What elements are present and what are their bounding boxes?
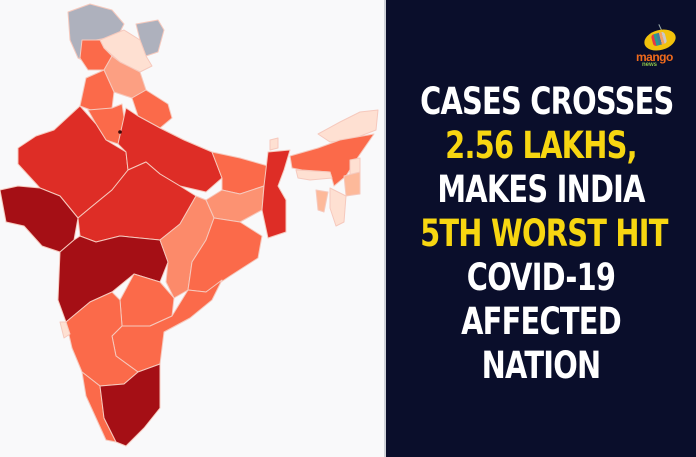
headline: CASES CROSSES 2.56 LAKHS, MAKES INDIA 5T… (386, 80, 696, 388)
headline-line-3: MAKES INDIA (437, 168, 645, 211)
region-himachal (103, 55, 147, 99)
headline-line-6: AFFECTED (461, 300, 622, 343)
region-goa (59, 321, 71, 339)
logo-sub: news (642, 62, 658, 68)
india-map-svg (0, 3, 379, 447)
region-meghalaya (295, 169, 333, 181)
region-odisha (187, 217, 263, 293)
headline-line-5: COVID-19 (466, 256, 616, 299)
region-manipur (343, 171, 361, 197)
region-mizoram (329, 187, 347, 227)
headline-line-1: CASES CROSSES (420, 80, 674, 123)
logo-brand: mango (636, 50, 673, 64)
region-sikkim (269, 137, 279, 151)
region-tripura (315, 189, 329, 213)
region-uttar-pradesh (117, 107, 223, 193)
region-delhi (118, 130, 122, 134)
region-arunachal (317, 109, 379, 143)
mango-news-logo: mango news (630, 24, 688, 70)
headline-panel: mango news CASES CROSSES 2.56 LAKHS, MAK… (384, 0, 696, 457)
region-west-bengal (261, 149, 291, 239)
india-map (0, 3, 379, 447)
headline-line-4: 5TH WORST HIT (420, 212, 668, 255)
headline-line-7: NATION (481, 344, 601, 387)
headline-line-2: 2.56 LAKHS, (445, 124, 637, 167)
region-tamil-nadu (99, 363, 161, 447)
